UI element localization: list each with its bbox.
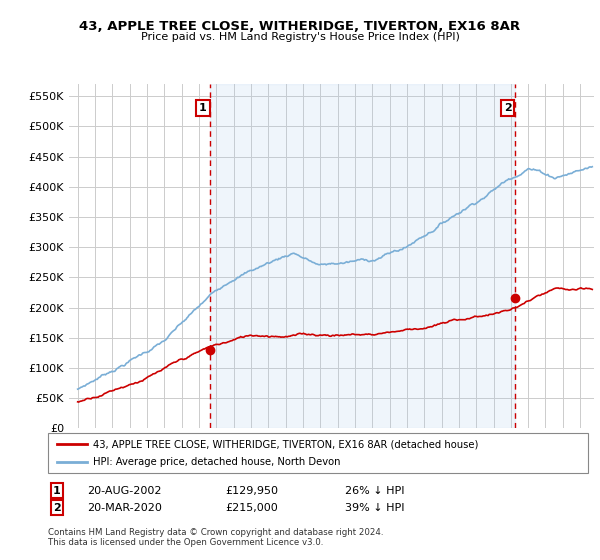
- Text: 43, APPLE TREE CLOSE, WITHERIDGE, TIVERTON, EX16 8AR (detached house): 43, APPLE TREE CLOSE, WITHERIDGE, TIVERT…: [93, 439, 478, 449]
- Text: £215,000: £215,000: [225, 503, 278, 513]
- Text: 1: 1: [53, 486, 61, 496]
- Text: 43, APPLE TREE CLOSE, WITHERIDGE, TIVERTON, EX16 8AR: 43, APPLE TREE CLOSE, WITHERIDGE, TIVERT…: [79, 20, 521, 32]
- Text: 2: 2: [53, 503, 61, 513]
- Text: Contains HM Land Registry data © Crown copyright and database right 2024.
This d: Contains HM Land Registry data © Crown c…: [48, 528, 383, 547]
- Text: HPI: Average price, detached house, North Devon: HPI: Average price, detached house, Nort…: [93, 457, 341, 467]
- Text: Price paid vs. HM Land Registry's House Price Index (HPI): Price paid vs. HM Land Registry's House …: [140, 32, 460, 43]
- Text: 1: 1: [199, 103, 207, 113]
- Text: 2: 2: [504, 103, 512, 113]
- Text: 20-AUG-2002: 20-AUG-2002: [87, 486, 161, 496]
- Text: £129,950: £129,950: [225, 486, 278, 496]
- Text: 20-MAR-2020: 20-MAR-2020: [87, 503, 162, 513]
- Bar: [210, 84, 515, 428]
- Text: 26% ↓ HPI: 26% ↓ HPI: [345, 486, 404, 496]
- Text: 39% ↓ HPI: 39% ↓ HPI: [345, 503, 404, 513]
